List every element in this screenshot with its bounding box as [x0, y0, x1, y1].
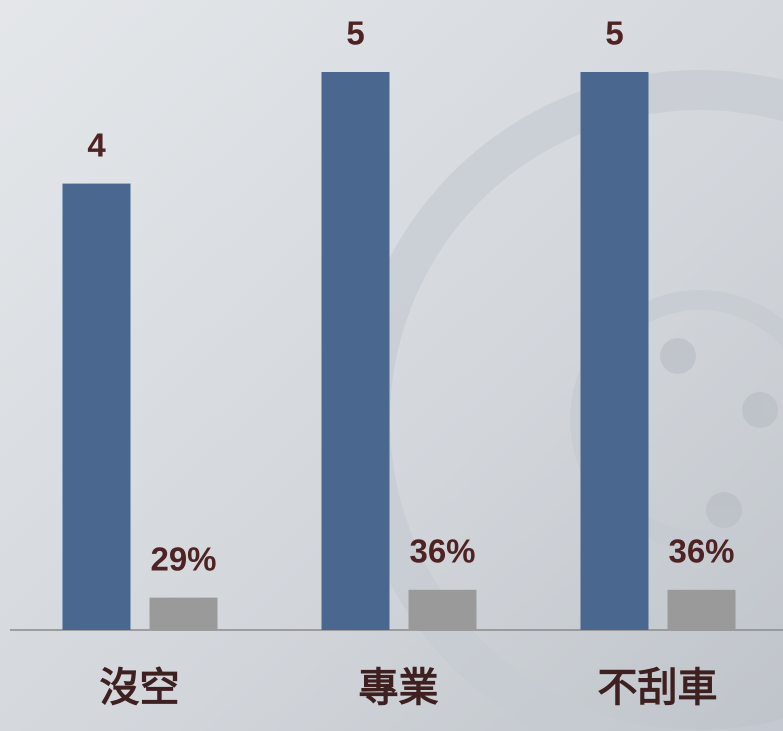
bar: [667, 589, 736, 630]
data-label: 36%: [409, 533, 475, 570]
data-label: 5: [346, 15, 364, 52]
x-tick-label: 不刮車: [598, 665, 718, 711]
x-tick-label: 沒空: [100, 665, 180, 711]
data-label: 29%: [150, 540, 216, 577]
x-tick-label: 專業: [359, 665, 439, 711]
data-label: 36%: [668, 533, 734, 570]
bar: [62, 183, 131, 630]
data-label: 4: [87, 126, 106, 163]
wheel-nuts: [660, 338, 778, 528]
bar: [321, 72, 390, 630]
bar: [580, 72, 649, 630]
bar: [149, 597, 218, 630]
bar: [408, 589, 477, 630]
data-label: 5: [605, 15, 623, 52]
